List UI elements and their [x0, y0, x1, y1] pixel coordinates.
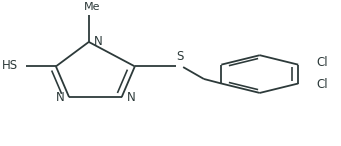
Text: Me: Me	[84, 2, 100, 12]
Text: Cl: Cl	[316, 78, 328, 91]
Text: Cl: Cl	[316, 56, 328, 69]
Text: N: N	[94, 35, 103, 48]
Text: S: S	[176, 50, 183, 63]
Text: N: N	[55, 91, 64, 104]
Text: HS: HS	[2, 59, 18, 72]
Text: N: N	[127, 91, 135, 104]
